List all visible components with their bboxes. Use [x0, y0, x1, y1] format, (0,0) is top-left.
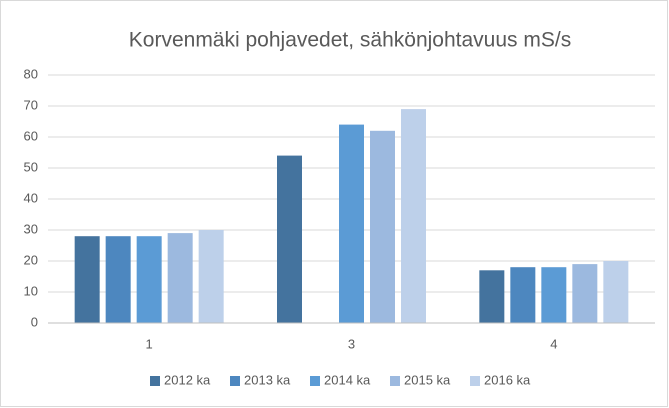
y-tick-label: 40 — [24, 190, 38, 205]
legend-label: 2014 ka — [324, 372, 371, 387]
x-tick-label: 4 — [550, 336, 557, 351]
bar — [74, 236, 100, 323]
legend-label: 2016 ka — [484, 372, 531, 387]
bar — [510, 267, 536, 323]
legend-label: 2015 ka — [404, 372, 451, 387]
legend-swatch — [230, 376, 240, 386]
bar — [167, 233, 193, 323]
y-tick-label: 60 — [24, 128, 38, 143]
x-tick-label: 3 — [348, 336, 355, 351]
bar — [479, 270, 505, 323]
y-tick-label: 20 — [24, 252, 38, 267]
bar — [572, 264, 598, 323]
bar — [541, 267, 567, 323]
legend-swatch — [390, 376, 400, 386]
bar — [603, 261, 629, 323]
bar — [136, 236, 162, 323]
y-tick-label: 50 — [24, 159, 38, 174]
y-tick-label: 0 — [31, 314, 38, 329]
legend-label: 2013 ka — [244, 372, 291, 387]
legend-swatch — [470, 376, 480, 386]
legend-swatch — [310, 376, 320, 386]
bar — [277, 155, 302, 323]
bar — [105, 236, 131, 323]
legend-swatch — [150, 376, 160, 386]
bar — [339, 124, 364, 323]
bar — [370, 130, 395, 323]
y-tick-label: 70 — [24, 97, 38, 112]
y-tick-label: 10 — [24, 283, 38, 298]
y-tick-label: 80 — [24, 66, 38, 81]
legend-label: 2012 ka — [164, 372, 211, 387]
x-tick-label: 1 — [146, 336, 153, 351]
bar — [198, 230, 224, 323]
y-tick-label: 30 — [24, 221, 38, 236]
bar — [401, 109, 426, 323]
chart-title: Korvenmäki pohjavedet, sähkönjohtavuus m… — [129, 29, 571, 52]
